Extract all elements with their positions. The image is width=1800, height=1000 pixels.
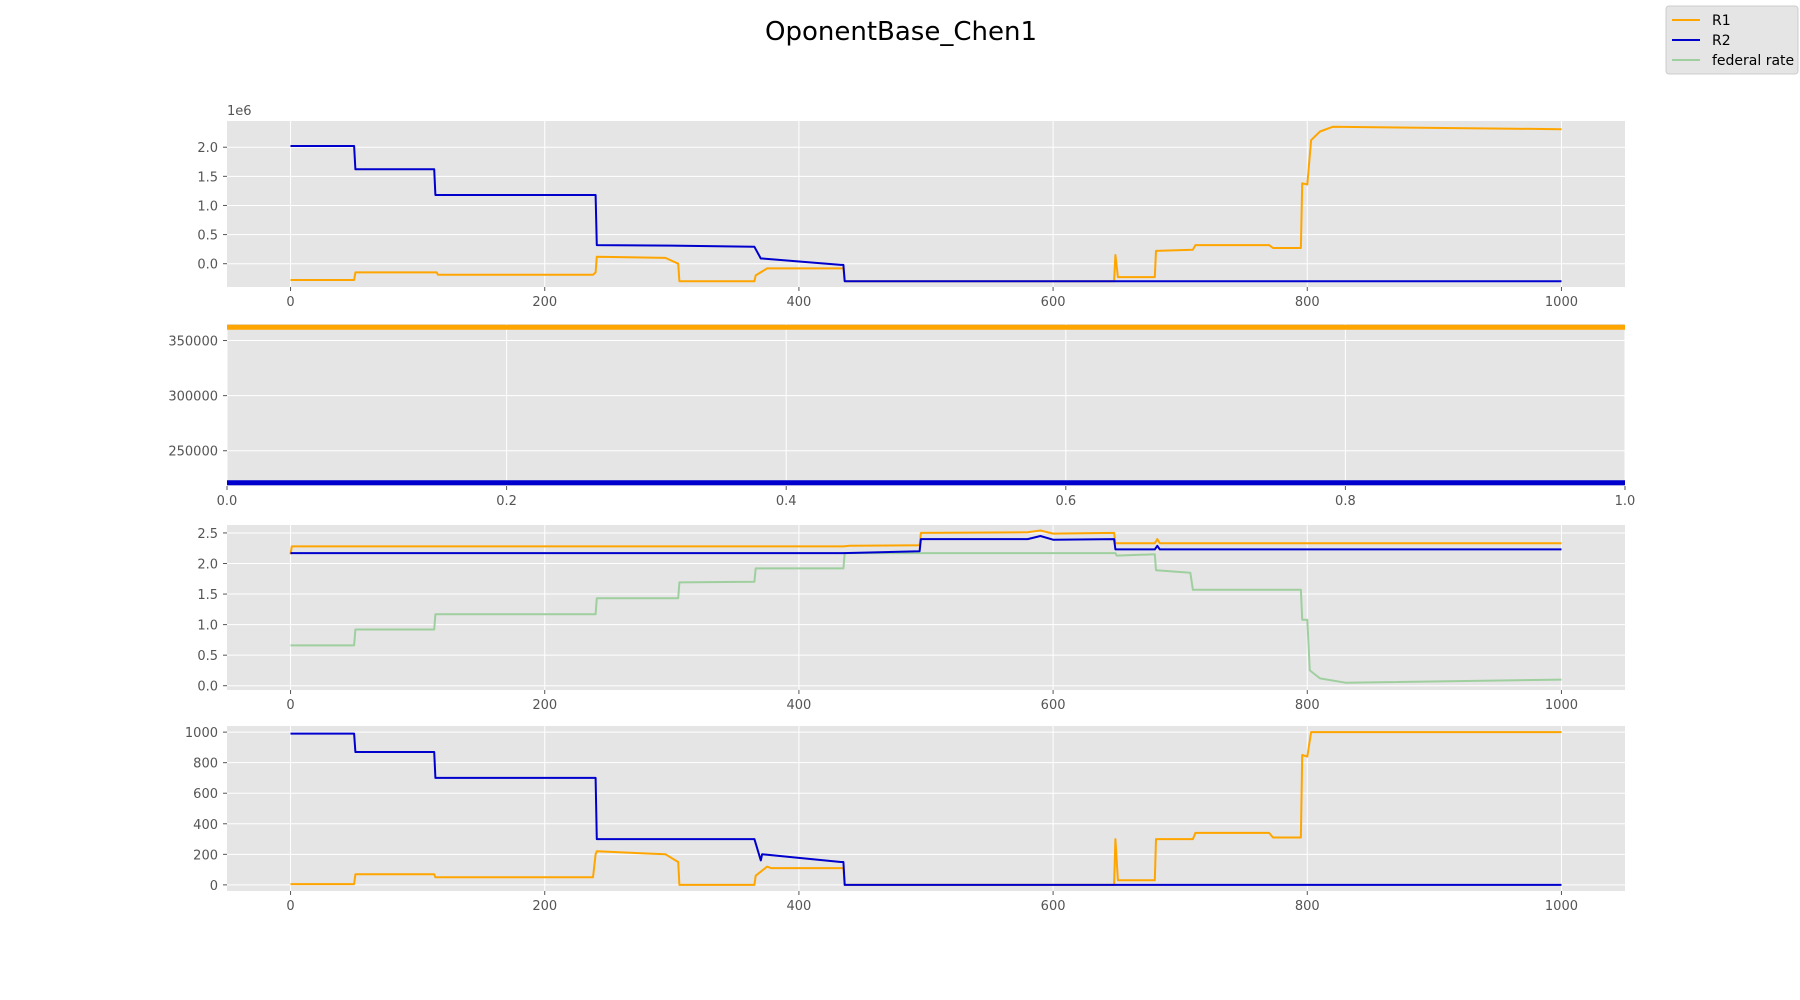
legend-label: R2: [1712, 33, 1731, 49]
y-tick-label: 0.0: [197, 680, 218, 695]
subplot-1: 0 200 400 600 800 1000 0.0 0.5 1.0 1.5 2.0 1e6: [197, 104, 1625, 310]
x-tick-label: 0.6: [1055, 494, 1076, 509]
y-tick-label: 250000: [168, 445, 218, 460]
y-tick-label: 0.5: [197, 649, 218, 664]
series-line-r2: [290, 732, 1562, 886]
y-tick-label: 400: [193, 818, 218, 833]
x-tick-label: 1000: [1545, 698, 1578, 713]
x-tick-label: 1000: [1545, 295, 1578, 310]
plot-area: [227, 324, 1625, 486]
y-tick-label: 1000: [185, 726, 218, 741]
legend: R1 R2 federal rate: [1665, 5, 1799, 75]
x-tick-label: 1000: [1545, 899, 1578, 914]
series-line-r2: [290, 145, 1562, 283]
x-tick-label: 0.2: [496, 494, 517, 509]
x-tick-label: 0: [286, 698, 294, 713]
series-line-federal-rate: [290, 552, 1562, 684]
y-tick-label: 200: [193, 848, 218, 863]
x-tick-label: 800: [1295, 698, 1320, 713]
x-tick-label: 0: [286, 295, 294, 310]
x-tick-label: 600: [1041, 899, 1066, 914]
legend-label: R1: [1712, 13, 1731, 29]
y-tick-label: 1.5: [197, 588, 218, 603]
x-tick-label: 600: [1041, 698, 1066, 713]
y-tick-label: 2.0: [197, 141, 218, 156]
x-tick-label: 800: [1295, 295, 1320, 310]
y-tick-label: 600: [193, 787, 218, 802]
x-tick-label: 800: [1295, 899, 1320, 914]
x-tick-label: 400: [786, 295, 811, 310]
subplot-4: 0 200 400 600 800 1000 0 200 400 600 800 1000: [185, 726, 1625, 914]
x-tick-label: 0.0: [217, 494, 238, 509]
x-tick-label: 0: [286, 899, 294, 914]
y-tick-label: 2.5: [197, 527, 218, 542]
x-tick-label: 600: [1041, 295, 1066, 310]
x-tick-label: 200: [532, 295, 557, 310]
y-tick-label: 0.0: [197, 258, 218, 273]
y-tick-label: 0: [210, 879, 218, 894]
y-tick-label: 800: [193, 757, 218, 772]
x-tick-label: 1.0: [1615, 494, 1636, 509]
x-tick-label: 400: [786, 698, 811, 713]
chart-title: OponentBase_Chen1: [765, 17, 1037, 47]
x-tick-label: 200: [532, 698, 557, 713]
y-tick-label: 1.0: [197, 199, 218, 214]
series-line-r1: [289, 529, 1562, 555]
x-tick-label: 400: [786, 899, 811, 914]
subplot-3: 0 200 400 600 800 1000 0.0 0.5 1.0 1.5 2.0 2.5: [197, 525, 1625, 713]
y-tick-label: 2.0: [197, 558, 218, 573]
y-tick-label: 0.5: [197, 229, 218, 244]
x-tick-label: 200: [532, 899, 557, 914]
plot-area: [227, 121, 1625, 287]
y-offset-label: 1e6: [227, 104, 252, 119]
x-tick-label: 0.4: [776, 494, 797, 509]
series-line-r2: [290, 535, 1562, 555]
plot-area: [227, 726, 1625, 891]
y-tick-label: 300000: [168, 390, 218, 405]
legend-label: federal rate: [1712, 53, 1794, 69]
subplot-2: 0.0 0.2 0.4 0.6 0.8 1.0 250000 300000 350000: [168, 324, 1635, 509]
x-tick-label: 0.8: [1335, 494, 1356, 509]
y-tick-label: 1.0: [197, 619, 218, 634]
y-tick-label: 1.5: [197, 170, 218, 185]
y-tick-label: 350000: [168, 335, 218, 350]
legend-frame: [1665, 5, 1799, 75]
